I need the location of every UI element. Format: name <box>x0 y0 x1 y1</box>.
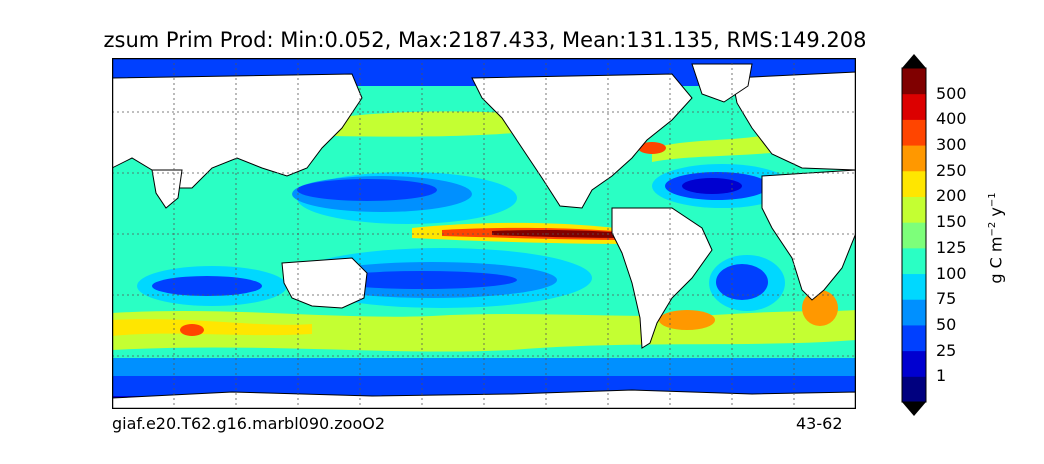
india-land <box>151 169 183 209</box>
colorbar-segment <box>902 196 926 223</box>
north-america-land <box>471 73 693 209</box>
colorbar-segment <box>902 222 926 249</box>
colorbar-top-arrow <box>902 54 926 68</box>
colorbar-tick-label: 75 <box>936 289 957 309</box>
unit-base: g C m <box>986 236 1006 284</box>
colorbar-tick-label: 150 <box>936 212 967 232</box>
greenland-land <box>691 63 753 103</box>
colorbar-segment <box>902 324 926 352</box>
years-label: 43-62 <box>796 414 843 433</box>
unit-exponent-time: −1 <box>987 192 999 208</box>
colorbar <box>898 54 938 416</box>
case-name-label: giaf.e20.T62.g16.marbl090.zooO2 <box>112 414 386 433</box>
colorbar-unit-label: g C m−2 y−1 <box>987 192 1006 283</box>
colorbar-tick-label: 400 <box>936 109 967 129</box>
colorbar-tick-label: 125 <box>936 237 967 257</box>
europe-land <box>731 71 856 171</box>
asia-land <box>112 73 363 189</box>
africa-land <box>761 169 856 301</box>
colorbar-segment <box>902 273 926 300</box>
colorbar-tick-label: 250 <box>936 160 967 180</box>
colorbar-segment <box>902 376 926 403</box>
colorbar-segment <box>902 247 926 275</box>
colorbar-tick-label: 100 <box>936 263 967 283</box>
n-atlantic-gyre-inner <box>682 178 742 194</box>
map-title: zsum Prim Prod: Min:0.052, Max:2187.433,… <box>103 28 867 52</box>
newfoundland-spot <box>638 142 666 154</box>
southern-yellow-patch <box>112 319 312 336</box>
patagonia-shelf <box>659 310 715 330</box>
south-america-land <box>611 207 713 349</box>
n-pacific-gyre-inner <box>297 179 437 201</box>
colorbar-segment <box>902 119 926 146</box>
colorbar-tick-label: 50 <box>936 314 957 334</box>
unit-time: y <box>986 207 1006 222</box>
southern-band <box>112 358 856 376</box>
colorbar-segment <box>902 299 926 326</box>
unit-exponent-area: −2 <box>987 221 999 237</box>
colorbar-tick-label: 25 <box>936 340 957 360</box>
colorbar-tick-label: 300 <box>936 135 967 155</box>
colorbar-bottom-arrow <box>902 402 926 416</box>
colorbar-segment <box>902 145 926 172</box>
colorbar-tick-label: 200 <box>936 186 967 206</box>
map-border <box>112 58 856 409</box>
productivity-map-svg <box>112 58 856 409</box>
colorbar-segment <box>902 170 926 197</box>
colorbar-segment <box>902 350 926 377</box>
colorbar-tick-label: 1 <box>936 366 947 386</box>
graticule <box>112 58 856 409</box>
s-atlantic-gyre-inner <box>716 264 768 300</box>
indian-gyre-inner <box>152 276 262 296</box>
global-map <box>112 58 856 409</box>
colorbar-tick-label: 500 <box>936 83 967 103</box>
colorbar-svg <box>901 54 927 416</box>
colorbar-segment <box>902 68 926 95</box>
colorbar-segment <box>902 93 926 120</box>
colorbar-border <box>901 67 927 403</box>
kerguelen-spot <box>180 324 204 336</box>
australia-land <box>281 257 368 309</box>
